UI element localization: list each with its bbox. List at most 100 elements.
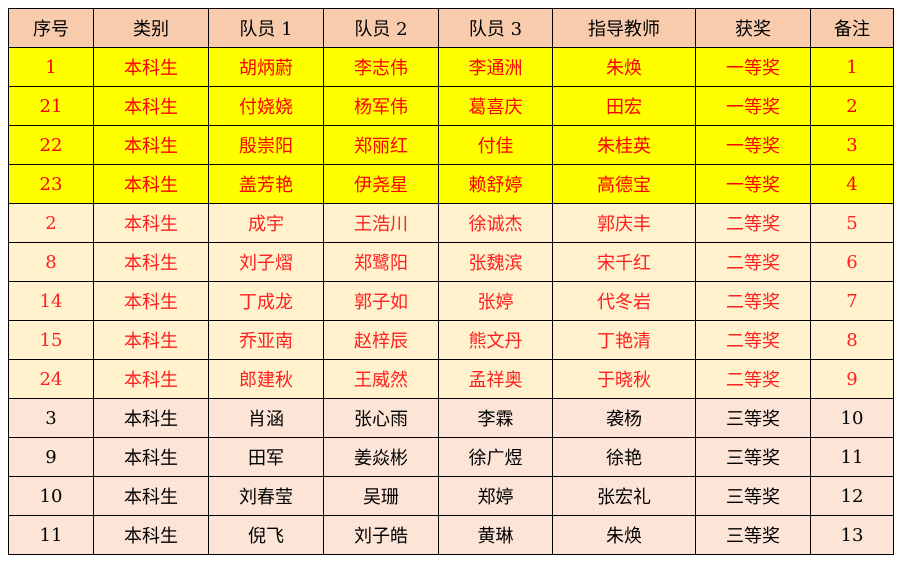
cell-col-member-1: 胡炳蔚 [208,47,324,87]
table-row: 11 本科生 倪飞 刘子皓 黄琳 朱焕 三等奖 13 [8,515,894,555]
cell-col-award: 三等奖 [695,476,811,516]
cell-col-award: 一等奖 [695,125,811,165]
cell-col-award: 三等奖 [695,398,811,438]
cell-col-member-2: 姜焱彬 [323,437,439,477]
table-row: 15 本科生 乔亚南 赵梓辰 熊文丹 丁艳清 二等奖 8 [8,320,894,360]
cell-col-advisor: 于晓秋 [552,359,696,399]
header-row: 序号 类别 队员 1 队员 2 队员 3 指导教师 获奖 备注 [8,8,894,48]
cell-col-advisor: 田宏 [552,86,696,126]
table-row: 22 本科生 殷崇阳 郑丽红 付佳 朱桂英 一等奖 3 [8,125,894,165]
cell-col-award: 一等奖 [695,164,811,204]
cell-col-advisor: 宋千红 [552,242,696,282]
cell-col-award: 三等奖 [695,437,811,477]
cell-col-member-2: 刘子皓 [323,515,439,555]
cell-col-award: 三等奖 [695,515,811,555]
cell-col-index: 22 [8,125,94,165]
header-col-category: 类别 [93,8,209,48]
table-row: 10 本科生 刘春莹 吴珊 郑婷 张宏礼 三等奖 12 [8,476,894,516]
cell-col-member-1: 刘子熠 [208,242,324,282]
cell-col-member-1: 倪飞 [208,515,324,555]
cell-col-member-2: 伊尧星 [323,164,439,204]
cell-col-member-2: 杨军伟 [323,86,439,126]
cell-col-advisor: 张宏礼 [552,476,696,516]
cell-col-member-1: 刘春莹 [208,476,324,516]
cell-col-note: 10 [810,398,894,438]
cell-col-award: 二等奖 [695,203,811,243]
cell-col-member-2: 赵梓辰 [323,320,439,360]
cell-col-category: 本科生 [93,476,209,516]
cell-col-member-1: 田军 [208,437,324,477]
cell-col-note: 13 [810,515,894,555]
cell-col-member-3: 徐广煜 [438,437,553,477]
cell-col-member-3: 郑婷 [438,476,553,516]
cell-col-note: 7 [810,281,894,321]
cell-col-index: 10 [8,476,94,516]
cell-col-index: 9 [8,437,94,477]
cell-col-note: 4 [810,164,894,204]
cell-col-index: 1 [8,47,94,87]
cell-col-member-2: 王威然 [323,359,439,399]
cell-col-note: 9 [810,359,894,399]
cell-col-category: 本科生 [93,359,209,399]
header-col-award: 获奖 [695,8,811,48]
cell-col-award: 二等奖 [695,359,811,399]
cell-col-category: 本科生 [93,242,209,282]
cell-col-member-2: 吴珊 [323,476,439,516]
cell-col-member-2: 郑鹭阳 [323,242,439,282]
cell-col-advisor: 朱桂英 [552,125,696,165]
cell-col-member-2: 李志伟 [323,47,439,87]
cell-col-member-3: 赖舒婷 [438,164,553,204]
cell-col-award: 一等奖 [695,86,811,126]
cell-col-member-1: 乔亚南 [208,320,324,360]
cell-col-member-3: 葛喜庆 [438,86,553,126]
header-col-index: 序号 [8,8,94,48]
header-col-member-3: 队员 3 [438,8,553,48]
cell-col-member-3: 张婷 [438,281,553,321]
cell-col-category: 本科生 [93,437,209,477]
award-table: 序号 类别 队员 1 队员 2 队员 3 指导教师 获奖 备注 1 本科生 胡炳蔚 李志伟 李通洲 朱焕… [8,8,894,555]
table-row: 9 本科生 田军 姜焱彬 徐广煜 徐艳 三等奖 11 [8,437,894,477]
cell-col-member-3: 张魏滨 [438,242,553,282]
table-row: 14 本科生 丁成龙 郭子如 张婷 代冬岩 二等奖 7 [8,281,894,321]
cell-col-note: 12 [810,476,894,516]
cell-col-member-1: 丁成龙 [208,281,324,321]
cell-col-note: 8 [810,320,894,360]
cell-col-category: 本科生 [93,398,209,438]
cell-col-award: 二等奖 [695,242,811,282]
cell-col-member-1: 成宇 [208,203,324,243]
cell-col-member-3: 熊文丹 [438,320,553,360]
cell-col-category: 本科生 [93,86,209,126]
cell-col-note: 5 [810,203,894,243]
cell-col-advisor: 袭杨 [552,398,696,438]
cell-col-category: 本科生 [93,164,209,204]
cell-col-index: 8 [8,242,94,282]
cell-col-member-3: 李霖 [438,398,553,438]
cell-col-index: 23 [8,164,94,204]
header-col-member-1: 队员 1 [208,8,324,48]
cell-col-advisor: 朱焕 [552,515,696,555]
cell-col-index: 3 [8,398,94,438]
cell-col-note: 11 [810,437,894,477]
table-row: 23 本科生 盖芳艳 伊尧星 赖舒婷 高德宝 一等奖 4 [8,164,894,204]
cell-col-award: 二等奖 [695,281,811,321]
cell-col-member-1: 肖涵 [208,398,324,438]
cell-col-member-3: 付佳 [438,125,553,165]
cell-col-note: 2 [810,86,894,126]
table-row: 8 本科生 刘子熠 郑鹭阳 张魏滨 宋千红 二等奖 6 [8,242,894,282]
cell-col-index: 24 [8,359,94,399]
table-row: 1 本科生 胡炳蔚 李志伟 李通洲 朱焕 一等奖 1 [8,47,894,87]
cell-col-category: 本科生 [93,515,209,555]
cell-col-advisor: 代冬岩 [552,281,696,321]
cell-col-index: 2 [8,203,94,243]
cell-col-index: 21 [8,86,94,126]
cell-col-advisor: 丁艳清 [552,320,696,360]
cell-col-category: 本科生 [93,281,209,321]
table-row: 24 本科生 郎建秋 王威然 孟祥奥 于晓秋 二等奖 9 [8,359,894,399]
cell-col-member-2: 郑丽红 [323,125,439,165]
cell-col-member-1: 盖芳艳 [208,164,324,204]
cell-col-advisor: 徐艳 [552,437,696,477]
header-col-note: 备注 [810,8,894,48]
cell-col-member-1: 殷崇阳 [208,125,324,165]
cell-col-member-3: 徐诚杰 [438,203,553,243]
cell-col-category: 本科生 [93,203,209,243]
